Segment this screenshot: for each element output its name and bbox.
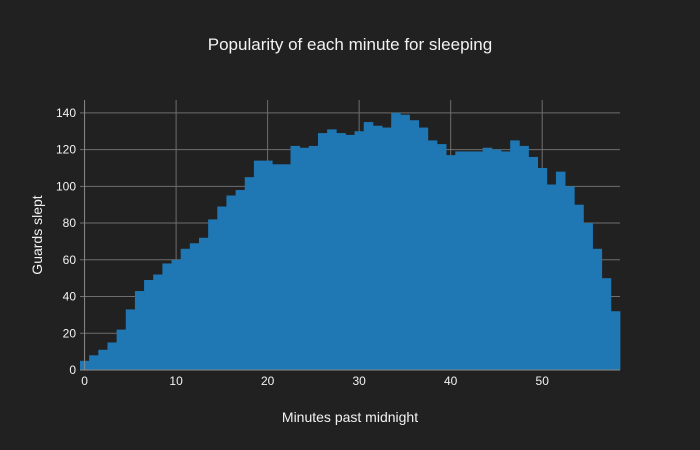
bar[interactable]: [363, 122, 374, 370]
bar[interactable]: [144, 280, 154, 370]
bar[interactable]: [473, 151, 484, 370]
bar[interactable]: [372, 125, 383, 370]
bar[interactable]: [116, 329, 127, 370]
bar[interactable]: [244, 177, 255, 370]
bar[interactable]: [354, 131, 365, 370]
y-axis-title: Guards slept: [29, 195, 45, 274]
y-tick-label: 80: [63, 216, 77, 230]
y-tick-label: 140: [56, 106, 76, 120]
bar[interactable]: [583, 223, 593, 370]
bar[interactable]: [171, 259, 182, 370]
x-tick-label: 10: [169, 374, 183, 388]
bar[interactable]: [217, 206, 227, 370]
x-axis-title: Minutes past midnight: [282, 409, 418, 425]
y-tick-label: 120: [56, 143, 76, 157]
bar[interactable]: [565, 186, 575, 370]
bar[interactable]: [427, 140, 438, 370]
bar[interactable]: [464, 151, 474, 370]
bar[interactable]: [134, 291, 145, 370]
x-tick-label: 50: [536, 374, 550, 388]
y-tick-label: 0: [69, 363, 76, 377]
bar[interactable]: [418, 127, 429, 370]
x-tick-label: 20: [261, 374, 275, 388]
y-tick-label: 100: [56, 179, 76, 193]
bar[interactable]: [180, 248, 191, 370]
bar[interactable]: [253, 160, 264, 370]
bar[interactable]: [162, 263, 172, 370]
bar[interactable]: [537, 167, 548, 370]
bar[interactable]: [455, 151, 465, 370]
bar[interactable]: [198, 237, 209, 370]
bar[interactable]: [510, 140, 520, 370]
bar[interactable]: [546, 184, 557, 370]
bar[interactable]: [345, 134, 355, 370]
chart-title: Popularity of each minute for sleeping: [208, 35, 492, 54]
bar[interactable]: [125, 309, 136, 370]
bar[interactable]: [272, 164, 282, 370]
bar[interactable]: [491, 149, 502, 370]
bar[interactable]: [281, 164, 291, 370]
bar[interactable]: [601, 278, 612, 370]
x-tick-label: 0: [81, 374, 88, 388]
bar[interactable]: [528, 156, 539, 370]
bar[interactable]: [336, 133, 346, 370]
bar[interactable]: [308, 145, 319, 370]
bar[interactable]: [501, 151, 511, 370]
bar[interactable]: [235, 190, 246, 370]
bar[interactable]: [400, 114, 410, 370]
bar[interactable]: [327, 129, 337, 370]
bar[interactable]: [574, 204, 584, 370]
bar[interactable]: [382, 127, 392, 370]
bar[interactable]: [263, 160, 273, 370]
bar[interactable]: [446, 155, 456, 370]
bar[interactable]: [592, 248, 603, 370]
x-tick-label: 40: [444, 374, 458, 388]
bar[interactable]: [153, 274, 163, 370]
y-tick-label: 60: [63, 253, 77, 267]
bars-layer: [80, 112, 621, 371]
bar[interactable]: [290, 145, 301, 370]
bar[interactable]: [436, 144, 447, 370]
y-tick-label: 40: [63, 290, 77, 304]
bar[interactable]: [89, 355, 99, 370]
bar[interactable]: [409, 120, 420, 371]
bar[interactable]: [391, 112, 401, 370]
bar[interactable]: [226, 195, 236, 370]
bar[interactable]: [299, 147, 310, 370]
bar[interactable]: [189, 243, 200, 370]
bar[interactable]: [555, 171, 566, 370]
bar[interactable]: [482, 147, 493, 370]
bar[interactable]: [610, 311, 621, 370]
y-tick-label: 20: [63, 326, 77, 340]
x-tick-label: 30: [352, 374, 366, 388]
bar[interactable]: [98, 349, 108, 370]
bar[interactable]: [107, 342, 118, 370]
bar[interactable]: [208, 219, 218, 370]
bar[interactable]: [519, 145, 529, 370]
bar[interactable]: [317, 133, 328, 370]
axis-layer: 0 20 40 60 80 100 120 140 0 10 20 30 40 50: [56, 100, 620, 388]
